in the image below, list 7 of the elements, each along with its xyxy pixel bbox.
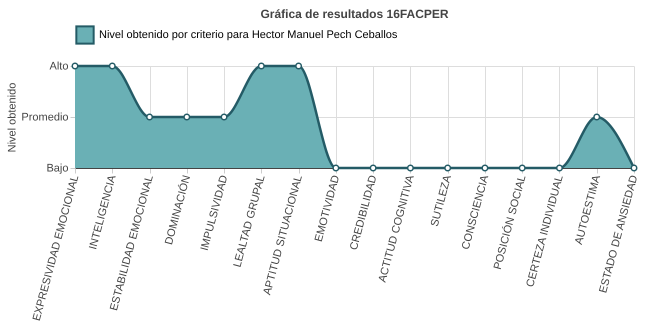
x-tick-label: LEALTAD GRUPAL [232, 174, 268, 269]
y-axis-title: Nivel obtenido [6, 82, 18, 152]
legend-label: Nivel obtenido por criterio para Hector Manuel Pech Ceballos [99, 29, 398, 41]
text: Alto [50, 60, 68, 72]
text: Bajo [46, 162, 68, 174]
chart-title: Gráfica de resultados 16FACPER [260, 7, 449, 21]
text: Promedio [21, 112, 68, 124]
